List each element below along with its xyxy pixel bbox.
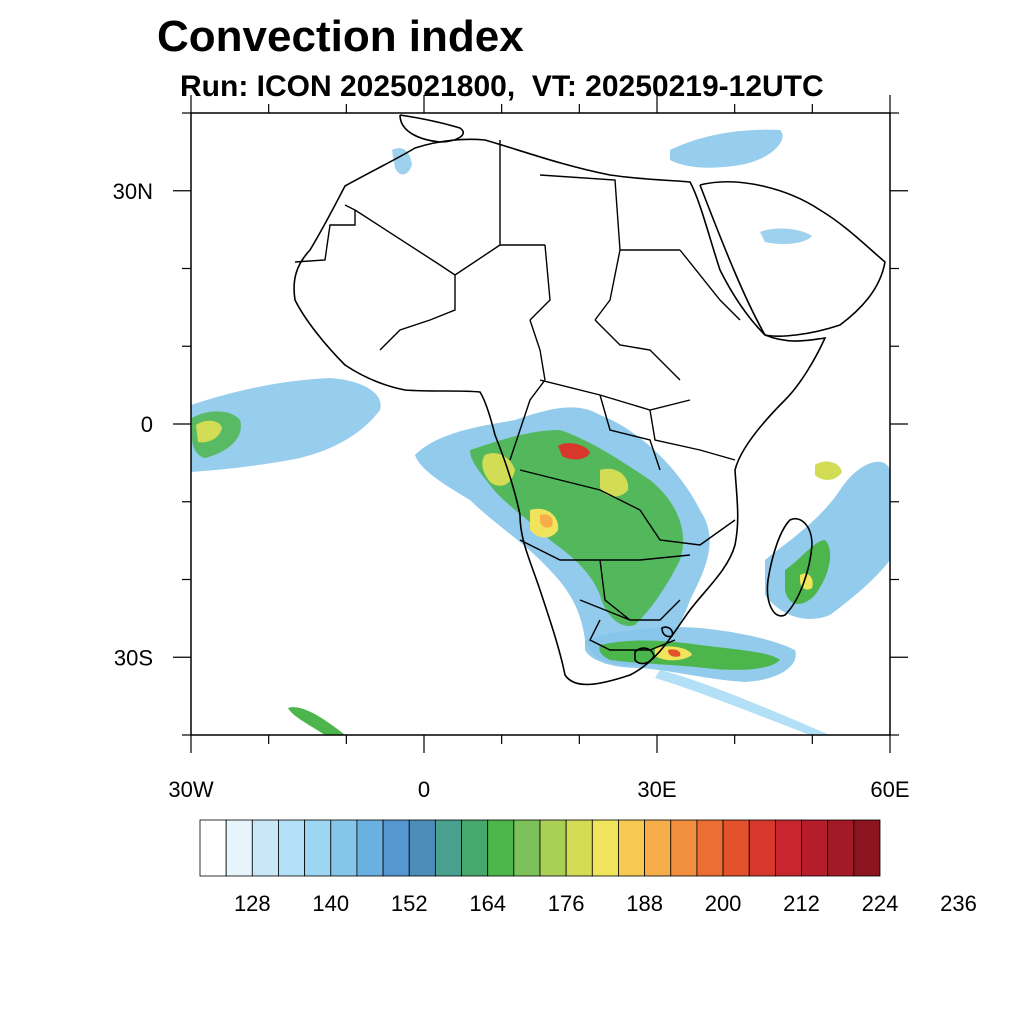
colorbar-swatch bbox=[591, 819, 619, 877]
colorbar-label: 164 bbox=[469, 891, 506, 916]
y-tick-label: 30S bbox=[114, 645, 153, 670]
map-title: Convection index bbox=[157, 12, 524, 61]
colorbar-label: 140 bbox=[312, 891, 349, 916]
colorbar-swatch bbox=[644, 819, 672, 877]
colorbar-swatch bbox=[304, 819, 332, 877]
colorbar-swatch bbox=[434, 819, 462, 877]
colorbar-label: 236 bbox=[940, 891, 977, 916]
field-atlantic-core2 bbox=[196, 420, 222, 443]
field-congo-green bbox=[470, 430, 684, 626]
colorbar-swatch bbox=[513, 819, 541, 877]
eswatini-border bbox=[661, 626, 674, 638]
colorbar-swatch bbox=[330, 819, 358, 877]
coastlines-and-borders bbox=[293, 114, 886, 686]
colorbar-swatch bbox=[748, 819, 776, 877]
colorbar-label: 176 bbox=[548, 891, 585, 916]
colorbar-swatch bbox=[565, 819, 593, 877]
colorbar-label: 224 bbox=[862, 891, 899, 916]
field-south-red bbox=[668, 649, 681, 657]
colorbar-label: 128 bbox=[234, 891, 271, 916]
x-tick-label: 30W bbox=[168, 777, 213, 802]
y-tick-label: 30N bbox=[113, 179, 153, 204]
field-arabia bbox=[760, 228, 812, 244]
field-orange-core bbox=[540, 514, 553, 528]
field-red-core bbox=[558, 443, 590, 460]
colorbar-swatch bbox=[696, 819, 724, 877]
x-tick-label: 0 bbox=[418, 777, 430, 802]
colorbar-swatch bbox=[408, 819, 436, 877]
colorbar-label: 188 bbox=[626, 891, 663, 916]
colorbar-swatch bbox=[539, 819, 567, 877]
field-southeast-streak bbox=[655, 670, 830, 735]
colorbar-swatch bbox=[801, 819, 829, 877]
map-plot-area bbox=[191, 113, 890, 735]
africa-coastline bbox=[293, 138, 827, 686]
colorbar-swatch bbox=[356, 819, 384, 877]
colorbar-swatch bbox=[382, 819, 410, 877]
field-far-south-atlantic bbox=[288, 707, 345, 735]
colorbar-swatch bbox=[853, 819, 881, 877]
country-borders bbox=[294, 140, 741, 651]
colorbar-swatch bbox=[774, 819, 802, 877]
colorbar-swatch bbox=[278, 819, 306, 877]
y-tick-label: 0 bbox=[141, 412, 153, 437]
colorbar-swatch bbox=[199, 819, 227, 877]
colorbar-swatch bbox=[827, 819, 855, 877]
field-morocco bbox=[392, 148, 412, 175]
arabian-peninsula-coastline bbox=[699, 181, 886, 337]
colorbar: 128 140 152 164 176 188 200 212 224 236 bbox=[199, 819, 977, 916]
x-tick-label: 60E bbox=[870, 777, 909, 802]
colorbar-swatch bbox=[618, 819, 646, 877]
colorbar-label: 200 bbox=[705, 891, 742, 916]
colorbar-swatch bbox=[670, 819, 698, 877]
lesotho-border bbox=[634, 647, 655, 665]
colorbar-swatch bbox=[487, 819, 515, 877]
x-tick-label: 30E bbox=[637, 777, 676, 802]
madagascar-coastline bbox=[766, 518, 813, 617]
colorbar-label: 212 bbox=[783, 891, 820, 916]
field-atlantic-band bbox=[191, 378, 381, 472]
colorbar-swatch bbox=[722, 819, 750, 877]
colorbar-label: 152 bbox=[391, 891, 428, 916]
field-yellow-3 bbox=[600, 468, 629, 497]
colorbar-swatch bbox=[251, 819, 279, 877]
iberia-coastline bbox=[399, 114, 465, 143]
field-indian-ocean-core bbox=[815, 461, 842, 480]
field-mediterranean bbox=[670, 129, 783, 168]
map-subtitle: Run: ICON 2025021800, VT: 20250219-12UTC bbox=[180, 70, 824, 103]
colorbar-swatch bbox=[225, 819, 253, 877]
axis-ticks: 30W 0 30E 60E 30N 0 30S bbox=[113, 95, 910, 802]
colorbar-swatch bbox=[461, 819, 489, 877]
field-yellow-1 bbox=[482, 453, 515, 486]
